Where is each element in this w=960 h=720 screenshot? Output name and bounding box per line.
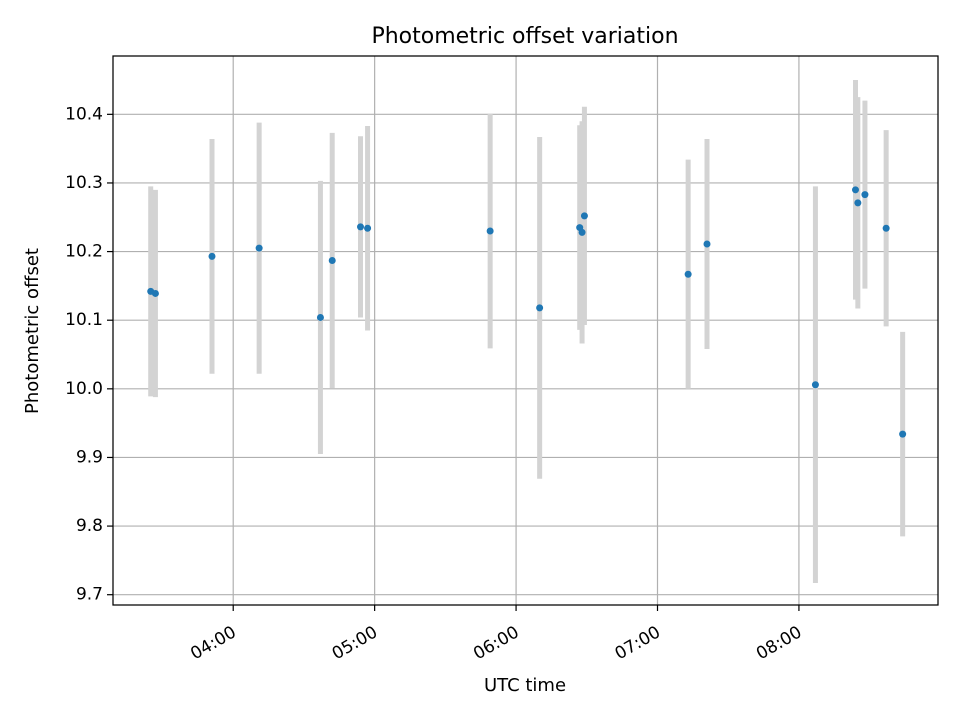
x-axis-label: UTC time (484, 675, 566, 696)
data-point (861, 191, 869, 199)
data-points (147, 186, 907, 438)
data-point (151, 289, 159, 297)
data-point (703, 240, 711, 248)
data-point (684, 270, 692, 278)
data-point (899, 430, 907, 438)
y-tick-label: 10.3 (65, 173, 103, 193)
data-point (852, 186, 859, 194)
plot-area-frame (112, 55, 939, 606)
y-tick-label: 9.8 (76, 516, 103, 536)
data-point (882, 224, 890, 232)
data-point (364, 224, 372, 232)
chart-title: Photometric offset variation (371, 24, 678, 49)
y-tick-label: 10.4 (65, 104, 103, 124)
y-axis-ticks: 9.7 9.8 9.9 10.0 10.1 10.2 10.3 10.4 (65, 104, 113, 605)
data-point (328, 257, 336, 265)
y-tick-label: 9.9 (76, 447, 103, 467)
data-point (255, 244, 263, 252)
y-tick-label: 10.0 (65, 379, 103, 399)
data-point (811, 381, 819, 389)
data-point (536, 304, 544, 312)
data-point (316, 313, 324, 321)
data-point (357, 223, 364, 231)
data-point (486, 227, 494, 235)
y-tick-label: 10.1 (65, 310, 103, 330)
data-point (854, 199, 862, 207)
y-tick-label: 9.7 (76, 585, 103, 605)
data-point (580, 212, 588, 220)
grid (113, 56, 938, 605)
y-tick-label: 10.2 (65, 242, 103, 262)
data-point (208, 252, 216, 260)
data-point (578, 228, 586, 236)
y-axis-label: Photometric offset (22, 248, 43, 414)
